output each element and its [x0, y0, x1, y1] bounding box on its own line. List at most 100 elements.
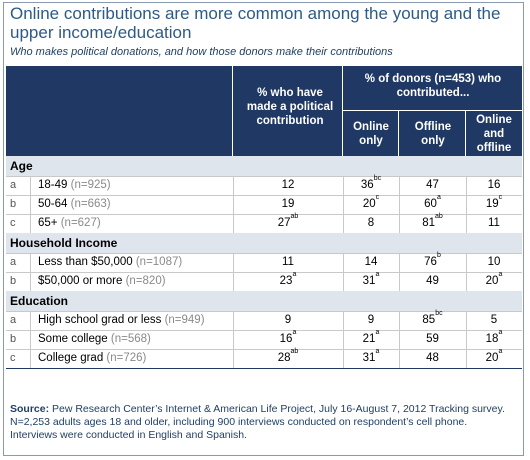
table-row: a High school grad or less (n=949) 9 9 85bc 5	[6, 310, 522, 330]
section-title: Education	[10, 294, 69, 308]
cell-value: 81	[422, 217, 435, 229]
significance-marker: bc	[373, 175, 382, 182]
row-label-text: 18-49	[38, 179, 68, 191]
source-label: Source:	[10, 403, 50, 415]
row-letter: c	[10, 352, 16, 364]
significance-marker: bc	[435, 310, 443, 317]
cell-value: 21	[362, 333, 376, 345]
cell-made: 11	[233, 253, 343, 272]
cell-value: 31	[362, 275, 376, 287]
header-made-contribution: % who have made a political contribution	[246, 87, 334, 127]
row-sample-size: (n=726)	[106, 352, 147, 364]
row-label: 18-49 (n=925)	[38, 176, 111, 195]
row-sample-size: (n=663)	[70, 198, 111, 210]
cell-offline: 48	[399, 349, 466, 368]
cell-made: 27ab	[233, 213, 343, 233]
cell-value: 12	[281, 179, 295, 191]
cell-offline: 76b	[399, 252, 466, 272]
cell-offline: 49	[399, 272, 466, 291]
table-header: % who have made a political contribution…	[6, 66, 522, 156]
cell-made: 23a	[233, 271, 343, 291]
row-label-text: 65+	[38, 217, 58, 229]
significance-marker: b	[436, 252, 441, 259]
cell-value: 8	[367, 217, 375, 229]
cell-made: 12	[233, 176, 343, 195]
significance-marker: a	[375, 329, 380, 336]
cell-value: 20	[485, 275, 499, 287]
cell-value: 28	[277, 352, 291, 364]
cell-value: 16	[487, 179, 501, 191]
cell-made: 28ab	[233, 348, 343, 368]
cell-online: 21a	[343, 329, 399, 349]
header-online-and-offline: Online and offline	[476, 114, 512, 154]
cell-value: 49	[426, 275, 439, 287]
row-sample-size: (n=1087)	[135, 256, 183, 268]
cell-both: 11	[466, 214, 522, 233]
row-label-text: $50,000 or more	[38, 275, 123, 287]
source-text: Pew Research Center’s Internet & America…	[10, 403, 505, 441]
table-row: b 50-64 (n=663) 19 20c 60a 19c	[6, 194, 522, 214]
significance-marker: c	[498, 194, 503, 201]
table-row: a Less than $50,000 (n=1087) 11 14 76b 10	[6, 252, 522, 272]
significance-marker: a	[498, 329, 503, 336]
row-label: College grad (n=726)	[38, 349, 146, 368]
cell-online: 14	[343, 253, 399, 272]
cell-value: 14	[364, 256, 378, 268]
cell-value: 47	[426, 179, 439, 191]
row-label: 65+ (n=627)	[38, 214, 101, 233]
table-row: a 18-49 (n=925) 12 36bc 47 16	[6, 175, 522, 195]
cell-online: 20c	[343, 194, 399, 214]
row-label-text: College grad	[38, 352, 104, 364]
significance-marker: c	[375, 194, 380, 201]
section-header: Age	[6, 156, 522, 176]
cell-value: 59	[426, 333, 439, 345]
significance-marker: a	[292, 271, 297, 278]
row-letter: a	[10, 314, 17, 326]
cell-value: 20	[362, 198, 376, 210]
cell-made: 19	[233, 195, 343, 214]
cell-offline: 60a	[399, 194, 466, 214]
row-label-text: Some college	[38, 333, 108, 345]
cell-value: 19	[281, 198, 295, 210]
header-donors-group: % of donors (n=453) who contributed...	[364, 73, 502, 99]
row-sample-size: (n=820)	[125, 275, 166, 287]
significance-marker: ab	[290, 213, 299, 220]
cell-value: 18	[485, 333, 499, 345]
row-letter: c	[10, 217, 16, 229]
section-header: Household Income	[6, 233, 522, 253]
significance-marker: ab	[435, 213, 443, 220]
cell-value: 10	[487, 256, 501, 268]
cell-value: 11	[488, 217, 500, 229]
row-label-text: Less than $50,000	[38, 256, 133, 268]
header-offline-only: Offline only	[414, 121, 452, 147]
row-label: Some college (n=568)	[38, 330, 151, 349]
cell-online: 31a	[343, 348, 399, 368]
figure-title: Online contributions are more common amo…	[10, 4, 501, 42]
cell-value: 60	[424, 198, 437, 210]
significance-marker: a	[498, 348, 503, 355]
cell-both: 19c	[466, 194, 522, 214]
row-sample-size: (n=627)	[60, 217, 101, 229]
table-row: c College grad (n=726) 28ab 31a 48 20a	[6, 348, 522, 368]
cell-value: 23	[279, 275, 293, 287]
cell-offline: 81ab	[399, 213, 466, 233]
cell-value: 9	[367, 314, 375, 326]
significance-marker: ab	[290, 348, 299, 355]
significance-marker: a	[375, 348, 380, 355]
cell-value: 36	[360, 179, 374, 191]
significance-marker: a	[498, 271, 503, 278]
row-label: $50,000 or more (n=820)	[38, 272, 166, 291]
cell-value: 48	[426, 352, 439, 364]
cell-value: 9	[284, 314, 292, 326]
cell-online: 8	[343, 214, 399, 233]
cell-online: 9	[343, 311, 399, 330]
row-label: High school grad or less (n=949)	[38, 311, 205, 330]
row-letter: b	[10, 275, 17, 287]
significance-marker: a	[436, 194, 441, 201]
cell-made: 9	[233, 311, 343, 330]
significance-marker: a	[292, 329, 297, 336]
cell-both: 10	[466, 253, 522, 272]
cell-made: 16a	[233, 329, 343, 349]
table-row: b $50,000 or more (n=820) 23a 31a 49 20a	[6, 271, 522, 291]
cell-value: 27	[277, 217, 291, 229]
